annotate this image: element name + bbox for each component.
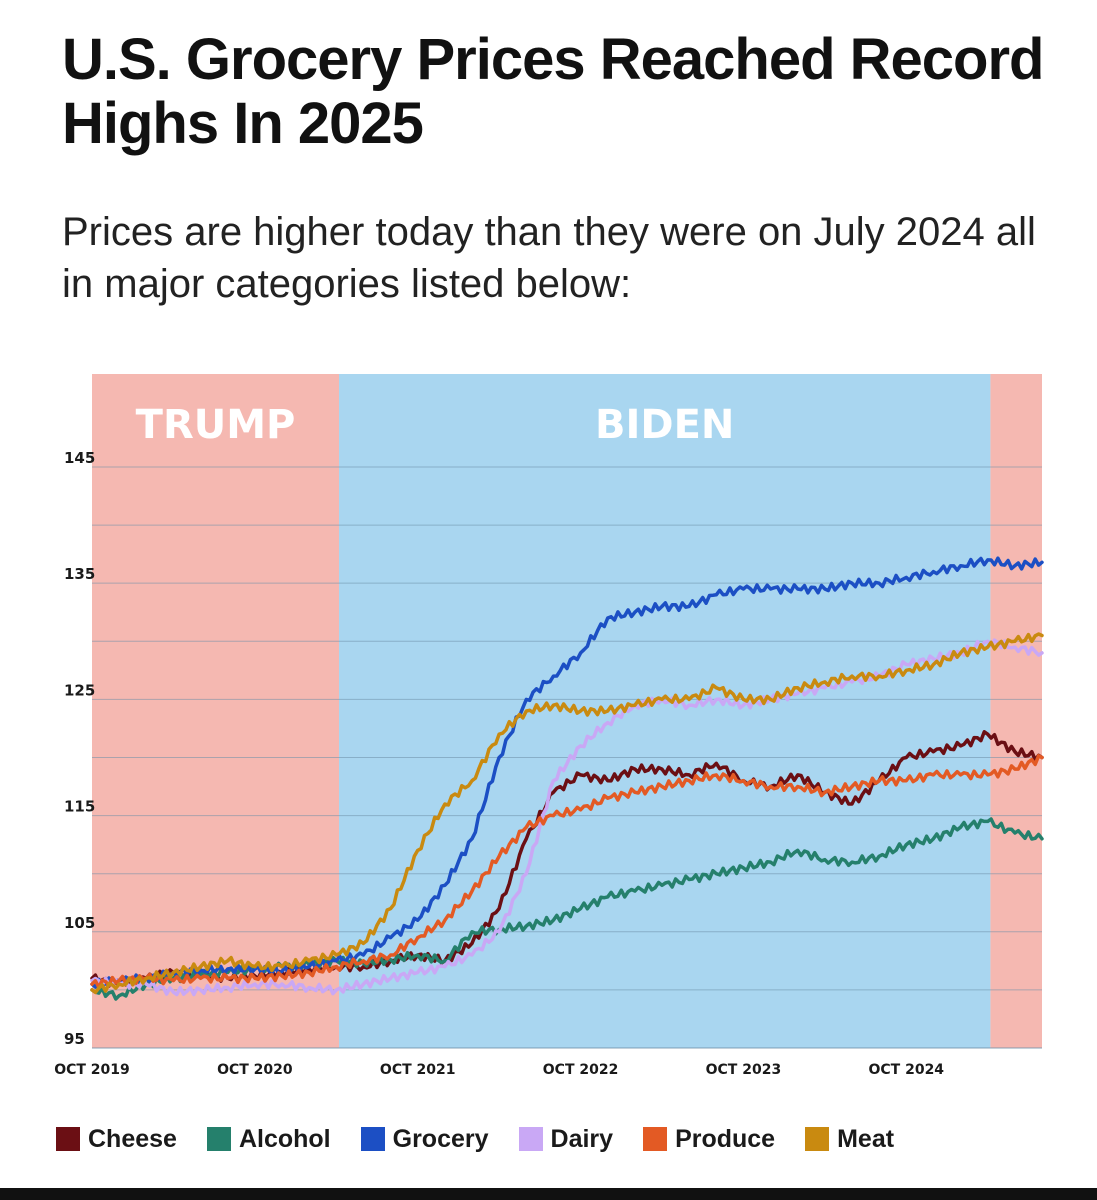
y-tick-labels: 95 105 115 125 135 145 xyxy=(64,449,95,1048)
series-lines xyxy=(90,556,1044,1001)
x-tick-label: OCT 2019 xyxy=(54,1062,130,1078)
y-tick-label-125: 125 xyxy=(64,681,95,699)
y-tick-label-135: 135 xyxy=(64,565,95,583)
series-line-dairy xyxy=(90,638,1044,997)
legend-swatch xyxy=(643,1127,668,1151)
legend-item-alcohol: Alcohol xyxy=(206,1124,331,1154)
legend-item-produce: Produce xyxy=(643,1125,775,1154)
x-tick-label: OCT 2024 xyxy=(868,1062,944,1078)
legend-swatch xyxy=(360,1127,385,1151)
legend-label: Grocery xyxy=(392,1124,489,1153)
region-trump-2025 xyxy=(990,374,1042,1048)
legend-label: Meat xyxy=(837,1124,895,1153)
y-tick-label-145: 145 xyxy=(64,449,95,467)
x-tick-label: OCT 2022 xyxy=(543,1062,619,1078)
region-labels: TRUMP BIDEN xyxy=(136,402,735,448)
chart-subtitle: Prices are higher today than they were o… xyxy=(62,210,1036,306)
series-line-meat xyxy=(90,632,1044,995)
chart-legend: Cheese Alcohol Grocery Dairy Produce Meat xyxy=(56,1122,924,1156)
legend-item-meat: Meat xyxy=(805,1125,894,1154)
legend-item-cheese: Cheese xyxy=(56,1125,177,1154)
legend-swatch xyxy=(56,1127,80,1151)
series-line-grocery xyxy=(90,556,1044,989)
legend-swatch xyxy=(805,1127,830,1151)
region-trump xyxy=(92,374,339,1048)
y-tick-label-95: 95 xyxy=(64,1030,85,1048)
legend-item-dairy: Dairy xyxy=(518,1124,614,1154)
x-tick-label: OCT 2020 xyxy=(217,1062,293,1078)
legend-label: Produce xyxy=(675,1124,776,1153)
legend-label: Dairy xyxy=(550,1124,614,1153)
x-tick-labels: OCT 2019 OCT 2020 OCT 2021 OCT 2022 OCT 2023… xyxy=(54,1062,944,1078)
region-label-biden: BIDEN xyxy=(595,402,734,448)
x-tick-label: OCT 2021 xyxy=(380,1062,456,1078)
bottom-bar xyxy=(0,1188,1097,1200)
administration-regions xyxy=(92,374,1042,1048)
region-biden xyxy=(339,374,991,1048)
gridlines xyxy=(92,466,1042,1049)
legend-label: Alcohol xyxy=(238,1124,331,1153)
legend-label: Cheese xyxy=(88,1124,177,1153)
legend-item-grocery: Grocery xyxy=(360,1124,489,1154)
x-tick-label: OCT 2023 xyxy=(706,1062,782,1078)
legend-swatch xyxy=(206,1127,231,1151)
region-label-trump: TRUMP xyxy=(136,402,296,448)
y-tick-label-105: 105 xyxy=(64,914,95,932)
chart-title: U.S. Grocery Prices Reached Record Highs… xyxy=(62,27,1044,156)
series-line-produce xyxy=(90,754,1044,990)
legend-swatch xyxy=(518,1127,543,1151)
y-tick-label-115: 115 xyxy=(64,798,95,816)
